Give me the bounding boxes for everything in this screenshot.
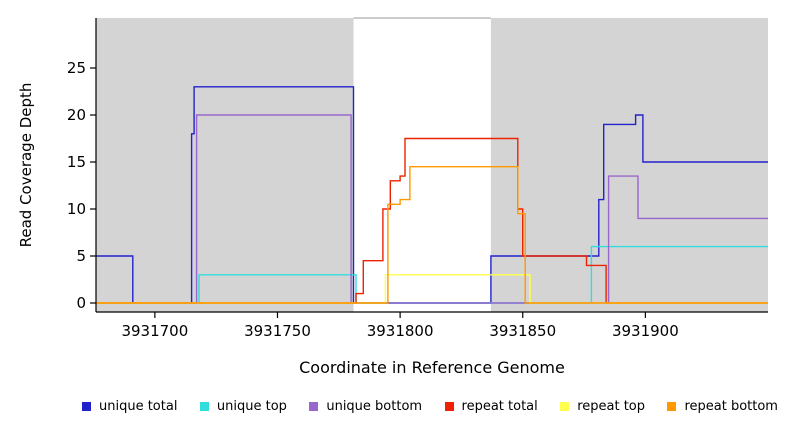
legend-swatch-repeat-total: [444, 402, 454, 411]
y-tick-label: 10: [67, 200, 86, 218]
series-unique-total: [96, 86, 768, 304]
series-unique-top: [96, 245, 768, 304]
y-tick-label: 0: [76, 294, 86, 312]
legend-item-repeat-bottom: repeat bottom: [667, 399, 778, 414]
x-tick-label: 3931800: [367, 322, 434, 340]
legend-swatch-unique-total: [82, 402, 91, 411]
y-tick-label: 5: [76, 247, 86, 265]
series-unique-bottom: [96, 114, 768, 304]
legend-item-unique-total: unique total: [82, 399, 177, 414]
legend-swatch-repeat-top: [560, 402, 570, 411]
legend-label: repeat total: [461, 399, 538, 414]
legend-swatch-unique-top: [199, 402, 209, 411]
legend-swatch-unique-bottom: [309, 402, 319, 411]
y-tick-label: 25: [67, 59, 86, 77]
series-repeat-bottom: [96, 166, 768, 304]
legend-swatch-repeat-bottom: [667, 402, 677, 411]
y-tick-label: 20: [67, 106, 86, 124]
highlight-region: [353, 18, 491, 312]
legend-label: unique bottom: [326, 399, 423, 414]
x-tick-label: 3931700: [121, 322, 188, 340]
x-tick-label: 3931750: [244, 322, 311, 340]
legend-item-unique-bottom: unique bottom: [309, 399, 422, 414]
legend-label: repeat top: [577, 399, 645, 414]
legend-item-repeat-total: repeat total: [444, 399, 538, 414]
series-repeat-total: [96, 137, 768, 304]
legend-item-unique-top: unique top: [199, 399, 287, 414]
x-axis-title: Coordinate in Reference Genome: [299, 358, 565, 377]
legend-label: unique total: [99, 399, 178, 414]
x-tick-label: 3931850: [489, 322, 556, 340]
x-tick-label: 3931900: [612, 322, 679, 340]
legend-label: repeat bottom: [684, 399, 778, 414]
y-axis-title: Read Coverage Depth: [17, 82, 35, 248]
legend-item-repeat-top: repeat top: [560, 399, 645, 414]
legend: unique total unique top unique bottom repea…: [82, 399, 778, 414]
y-tick-label: 15: [67, 153, 86, 171]
legend-label: unique top: [216, 399, 287, 414]
